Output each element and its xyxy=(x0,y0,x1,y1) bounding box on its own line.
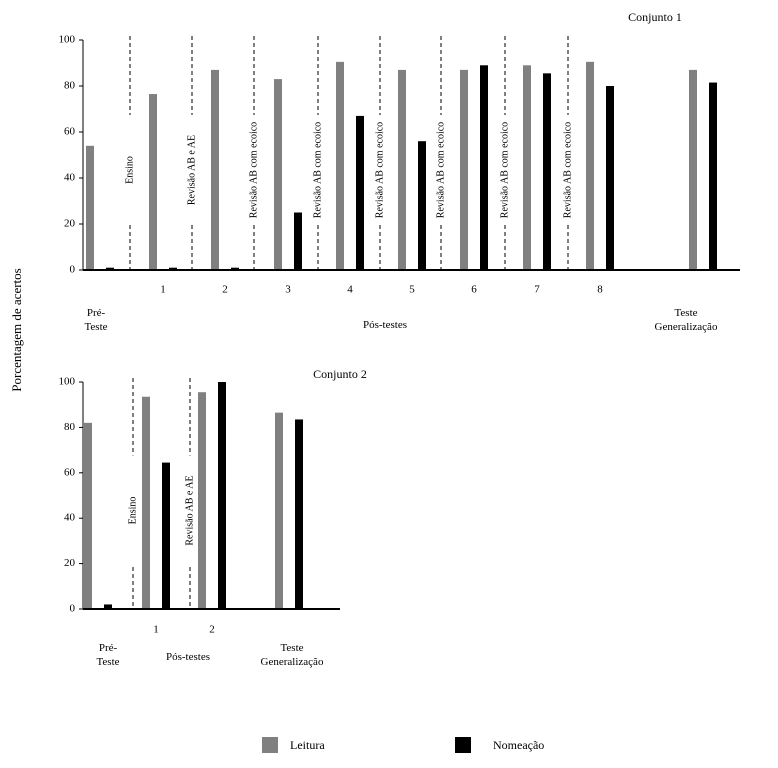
y-tick-label: 100 xyxy=(59,376,76,388)
phase-label: Revisão AB com ecoico xyxy=(374,122,385,218)
y-tick-label: 0 xyxy=(70,603,76,615)
bar xyxy=(218,382,226,609)
phase-label: Revisão AB com ecoico xyxy=(435,122,446,218)
phase-label-bg xyxy=(185,115,199,225)
bar xyxy=(295,419,303,609)
bar xyxy=(543,73,551,270)
bar xyxy=(586,61,594,270)
y-tick-label: 40 xyxy=(64,172,76,184)
phase-label-bg xyxy=(247,115,261,225)
group-label: Teste Generalização xyxy=(654,307,718,333)
bar xyxy=(275,412,283,609)
x-tick-label: 1 xyxy=(160,284,166,296)
y-tick-label: 0 xyxy=(70,264,76,276)
bar xyxy=(231,267,239,270)
x-tick-label: 5 xyxy=(409,284,415,296)
phase-label: Ensino xyxy=(127,497,138,525)
y-tick-label: 100 xyxy=(59,34,76,46)
y-tick-label: 40 xyxy=(64,512,76,524)
y-tick-label: 60 xyxy=(64,466,76,478)
bar xyxy=(336,61,344,270)
phase-label-bg xyxy=(498,115,512,225)
group-label: Teste Generalização xyxy=(260,642,324,668)
chart-title: Conjunto 1 xyxy=(628,10,682,24)
bar xyxy=(104,604,112,609)
bar xyxy=(106,267,114,270)
group-label: Pré- Teste xyxy=(84,307,108,333)
x-tick-label: 2 xyxy=(209,624,215,636)
bar xyxy=(689,69,697,271)
y-tick-label: 80 xyxy=(64,421,76,433)
legend-label: Nomeação xyxy=(493,738,544,752)
group-label: Pós-testes xyxy=(363,319,407,331)
phase-label: Revisão AB com ecoico xyxy=(562,122,573,218)
phase-label: Ensino xyxy=(124,156,135,184)
phase-label-bg xyxy=(373,115,387,225)
bar xyxy=(606,86,614,270)
bar xyxy=(142,396,150,609)
group-label: Pós-testes xyxy=(166,651,210,663)
legend-swatch xyxy=(455,737,471,753)
x-tick-label: 3 xyxy=(285,284,291,296)
x-tick-label: 7 xyxy=(534,284,540,296)
phase-label: Revisão AB e AE xyxy=(186,135,197,205)
phase-label: Revisão AB com ecoico xyxy=(248,122,259,218)
bar xyxy=(149,94,157,270)
phase-label: Revisão AB e AE xyxy=(184,475,195,545)
bar xyxy=(523,65,531,270)
x-tick-label: 2 xyxy=(222,284,228,296)
bar xyxy=(86,145,94,270)
x-tick-label: 6 xyxy=(471,284,477,296)
phase-label-bg xyxy=(126,455,140,566)
bar xyxy=(198,392,206,609)
phase-label: Revisão AB com ecoico xyxy=(312,122,323,218)
bar xyxy=(709,82,717,270)
x-tick-label: 1 xyxy=(153,624,159,636)
bar xyxy=(418,141,426,270)
bar xyxy=(274,79,282,270)
phase-label-bg xyxy=(123,115,137,225)
bar xyxy=(294,212,302,270)
bar xyxy=(211,69,219,271)
bar xyxy=(84,422,92,609)
chart-title: Conjunto 2 xyxy=(313,367,367,381)
x-tick-label: 4 xyxy=(347,284,353,296)
phase-label-bg xyxy=(311,115,325,225)
group-label: Pré- Teste xyxy=(96,642,120,668)
phase-label: Revisão AB com ecoico xyxy=(499,122,510,218)
y-axis-label: Porcentagem de acertos xyxy=(9,268,24,391)
bar xyxy=(356,115,364,271)
bar xyxy=(480,65,488,270)
y-tick-label: 80 xyxy=(64,80,76,92)
phase-label-bg xyxy=(183,455,197,566)
phase-label-bg xyxy=(561,115,575,225)
phase-label-bg xyxy=(434,115,448,225)
legend-swatch xyxy=(262,737,278,753)
bar xyxy=(460,69,468,271)
y-tick-label: 20 xyxy=(64,218,76,230)
bar xyxy=(169,267,177,270)
legend-label: Leitura xyxy=(290,738,325,752)
bar xyxy=(398,69,406,271)
bar xyxy=(162,462,170,609)
y-tick-label: 20 xyxy=(64,557,76,569)
x-tick-label: 8 xyxy=(597,284,603,296)
y-tick-label: 60 xyxy=(64,126,76,138)
